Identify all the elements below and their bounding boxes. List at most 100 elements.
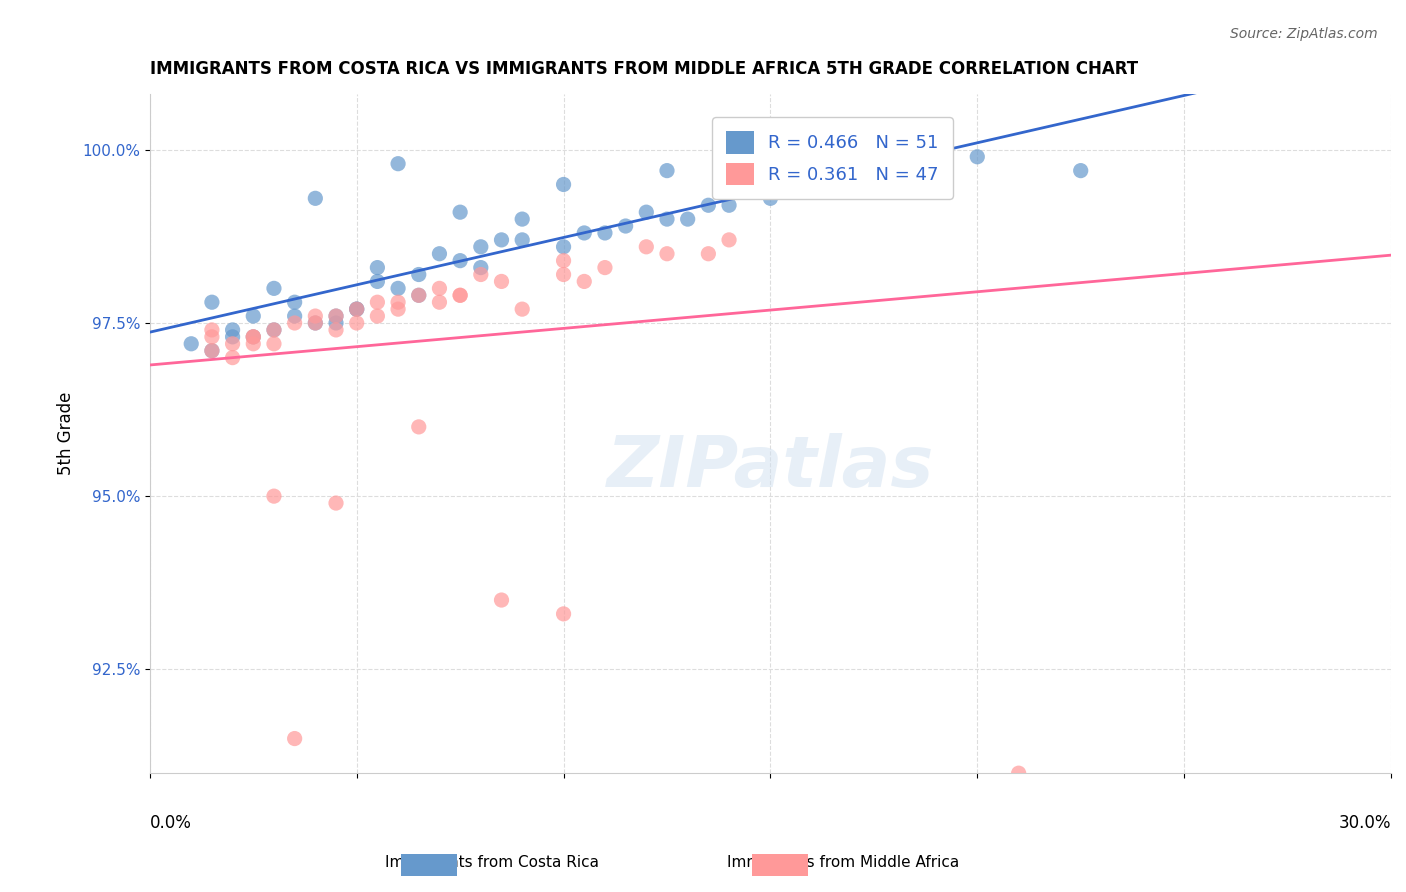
Point (201, 343, 224, 358)
Point (800, 185, 823, 199)
Point (221, 330, 243, 344)
Point (821, 178, 844, 192)
Point (201, 323, 224, 337)
Point (242, 336, 264, 351)
Point (221, 323, 243, 337)
Point (263, 323, 285, 337)
Point (429, 246, 451, 260)
Point (304, 309, 326, 323)
Text: 0.0%: 0.0% (150, 814, 191, 832)
Point (738, 185, 761, 199)
Text: 30.0%: 30.0% (1339, 814, 1391, 832)
Point (263, 281, 285, 295)
Point (553, 607, 575, 621)
Point (614, 219, 637, 233)
Point (449, 288, 471, 302)
Point (366, 275, 388, 289)
Point (284, 309, 307, 323)
Point (593, 226, 616, 240)
Point (201, 343, 224, 358)
Point (201, 330, 224, 344)
Point (925, 157, 948, 171)
Point (304, 191, 326, 205)
Point (553, 178, 575, 192)
Point (201, 295, 224, 310)
Text: IMMIGRANTS FROM COSTA RICA VS IMMIGRANTS FROM MIDDLE AFRICA 5TH GRADE CORRELATIO: IMMIGRANTS FROM COSTA RICA VS IMMIGRANTS… (150, 60, 1137, 78)
Point (925, 128, 948, 143)
Point (366, 295, 388, 310)
Point (470, 268, 492, 282)
Point (346, 302, 368, 317)
Text: Immigrants from Costa Rica: Immigrants from Costa Rica (385, 855, 599, 870)
Point (284, 316, 307, 330)
Point (553, 240, 575, 254)
Point (221, 336, 243, 351)
Point (1008, 766, 1031, 780)
Point (863, 136, 886, 150)
Point (325, 323, 347, 337)
Point (325, 309, 347, 323)
Text: Immigrants from Middle Africa: Immigrants from Middle Africa (727, 855, 960, 870)
Point (325, 496, 347, 510)
Point (346, 302, 368, 317)
Point (284, 295, 307, 310)
Point (346, 316, 368, 330)
Point (655, 246, 678, 260)
Text: ZIPatlas: ZIPatlas (607, 434, 934, 502)
Point (510, 233, 533, 247)
Point (553, 253, 575, 268)
Point (304, 316, 326, 330)
Point (655, 212, 678, 227)
Point (408, 288, 430, 302)
Point (242, 309, 264, 323)
Point (491, 593, 513, 607)
Point (449, 253, 471, 268)
Point (242, 330, 264, 344)
Point (574, 275, 596, 289)
Point (387, 157, 409, 171)
Point (697, 198, 720, 212)
Point (966, 150, 988, 164)
Point (429, 295, 451, 310)
Point (470, 240, 492, 254)
Point (574, 226, 596, 240)
Point (697, 246, 720, 260)
Point (718, 198, 741, 212)
Point (325, 309, 347, 323)
Point (284, 731, 307, 746)
Point (263, 336, 285, 351)
Point (408, 420, 430, 434)
Point (636, 240, 658, 254)
Point (408, 288, 430, 302)
Point (325, 316, 347, 330)
Point (408, 268, 430, 282)
Point (759, 170, 782, 185)
Point (263, 489, 285, 503)
Point (759, 178, 782, 192)
Point (718, 233, 741, 247)
Point (366, 309, 388, 323)
Point (304, 316, 326, 330)
Point (242, 330, 264, 344)
Y-axis label: 5th Grade: 5th Grade (58, 392, 75, 475)
Text: Source: ZipAtlas.com: Source: ZipAtlas.com (1230, 27, 1378, 41)
Point (263, 323, 285, 337)
Point (387, 295, 409, 310)
Point (491, 275, 513, 289)
Point (553, 268, 575, 282)
Point (491, 233, 513, 247)
Point (366, 260, 388, 275)
Point (387, 281, 409, 295)
Point (510, 302, 533, 317)
Point (863, 136, 886, 150)
Point (470, 260, 492, 275)
Point (387, 302, 409, 317)
Legend: R = 0.466   N = 51, R = 0.361   N = 47: R = 0.466 N = 51, R = 0.361 N = 47 (711, 117, 953, 199)
Point (429, 281, 451, 295)
Point (676, 212, 699, 227)
Point (449, 205, 471, 219)
Point (510, 212, 533, 227)
Point (449, 288, 471, 302)
Point (1070, 163, 1092, 178)
Point (655, 163, 678, 178)
